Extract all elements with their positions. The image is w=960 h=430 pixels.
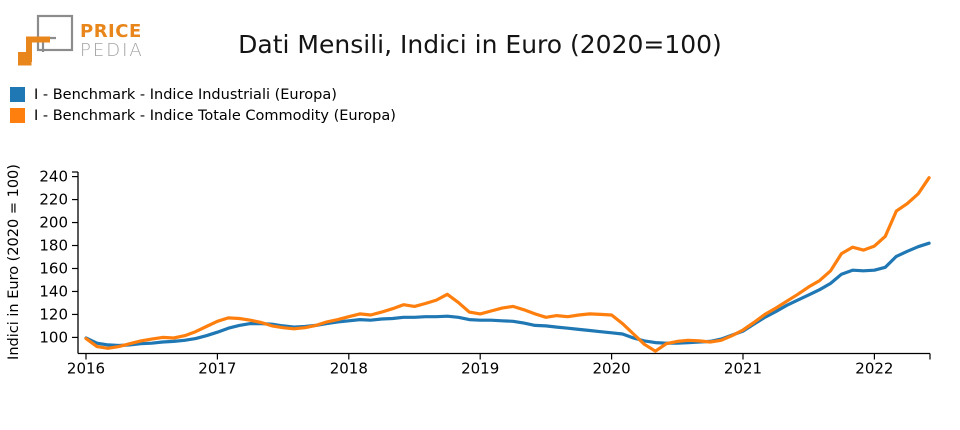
x-tick-label: 2017: [198, 360, 236, 378]
legend-item-industriali: I - Benchmark - Indice Industriali (Euro…: [10, 84, 396, 105]
x-tick-label: 2020: [593, 360, 631, 378]
x-tick-label: 2018: [330, 360, 368, 378]
x-tick-label: 2019: [461, 360, 499, 378]
pricepedia-logo-icon: [18, 14, 74, 66]
legend-label-commodity: I - Benchmark - Indice Totale Commodity …: [34, 107, 396, 124]
y-tick-label: 120: [39, 305, 68, 323]
logo-text-price: PRICE: [80, 20, 142, 42]
legend-swatch-commodity-icon: [10, 108, 25, 123]
chart-title: Dati Mensili, Indici in Euro (2020=100): [238, 30, 722, 59]
legend-label-industriali: I - Benchmark - Indice Industriali (Euro…: [34, 86, 337, 103]
y-tick-label: 200: [39, 214, 68, 232]
pricepedia-logo: PRICE PEDIA: [14, 12, 144, 70]
series-line-industriali: [84, 241, 931, 348]
legend-swatch-industriali-icon: [10, 87, 25, 102]
logo-text-pedia: PEDIA: [80, 39, 144, 61]
series-line-commodity: [84, 176, 931, 353]
x-tick-label: 2022: [855, 360, 893, 378]
y-axis-title: Indici in Euro (2020 = 100): [6, 164, 22, 360]
legend-item-commodity: I - Benchmark - Indice Totale Commodity …: [10, 105, 396, 126]
y-tick-label: 160: [39, 259, 68, 277]
y-tick-label: 140: [39, 282, 68, 300]
y-tick-label: 100: [39, 328, 68, 346]
x-tick-label: 2021: [724, 360, 762, 378]
x-tick-label: 2016: [67, 360, 105, 378]
y-tick-label: 220: [39, 191, 68, 209]
y-tick-label: 180: [39, 237, 68, 255]
axes-layer: 100 120 140 160 180 200 220 240 2016 2017 2018 2019…: [39, 168, 931, 378]
chart-legend: I - Benchmark - Indice Industriali (Euro…: [10, 84, 396, 126]
y-tick-label: 240: [39, 168, 68, 186]
pricepedia-logo-text: PRICE PEDIA: [80, 20, 144, 61]
series-layer: [84, 176, 931, 353]
